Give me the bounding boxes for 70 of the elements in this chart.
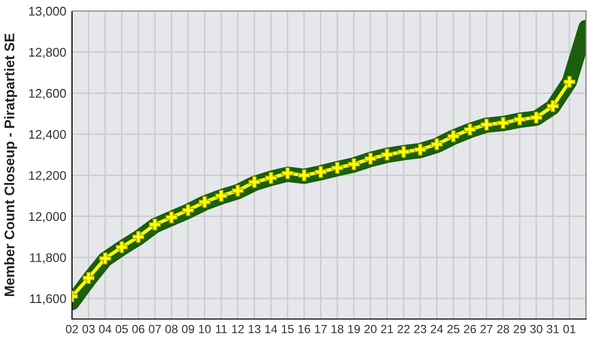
- y-axis-title: Member Count Closeup - Piratpartiet SE: [4, 34, 18, 296]
- x-tick-label: 11: [216, 324, 227, 334]
- point: [116, 241, 128, 254]
- y-tick-label: 12,200: [29, 171, 66, 182]
- point: [215, 190, 228, 202]
- x-tick-label: 27: [480, 324, 492, 334]
- point: [282, 167, 294, 180]
- point: [298, 169, 310, 182]
- x-tick-label: 04: [99, 324, 112, 334]
- point: [99, 252, 112, 264]
- point: [166, 211, 178, 224]
- x-tick-label: 24: [430, 324, 443, 334]
- x-tick-label: 28: [497, 324, 510, 334]
- point: [480, 118, 492, 131]
- point: [198, 196, 211, 208]
- x-tick-label: 19: [348, 324, 360, 334]
- point: [398, 146, 410, 158]
- point: [82, 272, 95, 284]
- x-tick-label: 20: [364, 324, 377, 334]
- point: [381, 148, 394, 161]
- x-tick-label: 30: [530, 324, 542, 334]
- point: [530, 112, 542, 124]
- point: [264, 172, 277, 184]
- x-tick-label: 23: [414, 324, 426, 334]
- x-tick-label: 06: [132, 324, 144, 334]
- x-tick-label: 21: [381, 324, 394, 334]
- y-tick-label: 12,000: [29, 212, 66, 222]
- x-tick-label: 14: [265, 324, 278, 334]
- x-tick-label: 18: [332, 324, 344, 334]
- point: [232, 184, 244, 197]
- x-tick-label: 25: [447, 324, 460, 334]
- x-tick-label: 26: [464, 324, 476, 334]
- x-tick-label: 15: [282, 324, 294, 334]
- x-tick-label: 03: [82, 324, 95, 334]
- point: [331, 162, 344, 174]
- y-tick-label: 13,000: [29, 6, 66, 18]
- x-tick-label: 01: [563, 324, 576, 334]
- point: [248, 176, 260, 188]
- x-tick-label: 17: [315, 324, 327, 334]
- point: [314, 166, 327, 178]
- x-tick-label: 12: [232, 324, 244, 334]
- x-tick-label: 13: [248, 324, 260, 334]
- point: [563, 76, 576, 88]
- point: [497, 116, 510, 129]
- point: [447, 130, 460, 142]
- point: [148, 218, 161, 231]
- x-tick-label: 29: [514, 324, 526, 334]
- x-tick-label: 09: [182, 324, 194, 334]
- point: [348, 158, 360, 170]
- x-tick-label: 07: [148, 324, 161, 334]
- x-tick-label: 31: [546, 324, 559, 334]
- point: [464, 124, 476, 136]
- x-tick-label: 05: [116, 324, 128, 334]
- y-tick-label: 11,800: [30, 253, 66, 264]
- x-tick-label: 16: [298, 324, 310, 334]
- point: [132, 230, 144, 243]
- point: [546, 100, 559, 112]
- x-tick-label: 10: [198, 324, 211, 334]
- point: [430, 138, 443, 150]
- x-tick-label: 22: [398, 324, 410, 334]
- y-tick-label: 12,800: [29, 48, 66, 58]
- point: [364, 152, 376, 165]
- point: [414, 144, 426, 156]
- point: [514, 113, 526, 126]
- y-tick-label: 12,600: [29, 88, 66, 100]
- y-tick-label: 12,400: [29, 130, 66, 140]
- y-tick-label: 11,600: [30, 294, 66, 305]
- x-tick-label: 02: [66, 324, 78, 334]
- x-tick-label: 08: [165, 324, 178, 334]
- point: [182, 204, 194, 216]
